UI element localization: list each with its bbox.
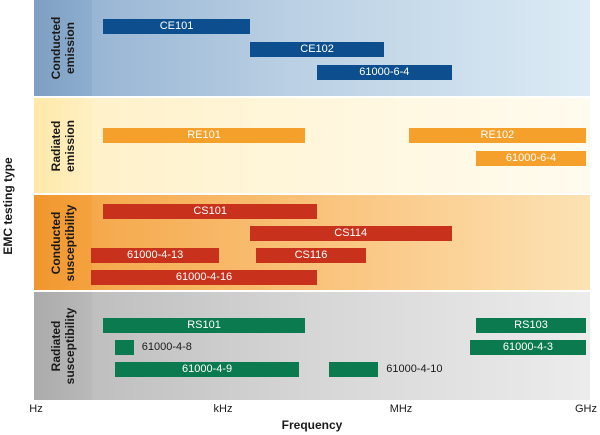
band-label-line1: Radiated <box>49 120 63 171</box>
band-radiated-emission: Radiated emission RE101 RE102 61000-6-4 <box>34 98 590 193</box>
y-axis-title: EMC testing type <box>1 157 15 255</box>
band-label-line1: Conducted <box>49 16 63 80</box>
bar-re101: RE101 <box>103 128 305 143</box>
band-label-line2: emission <box>63 21 77 75</box>
bar-label-61000-4-10: 61000-4-10 <box>386 363 443 375</box>
band-label-box <box>34 195 92 290</box>
band-label-line2: emission <box>63 119 77 172</box>
bar-rs101: RS101 <box>103 318 305 333</box>
band-conducted-susceptibility: Conducted susceptibility CS101 CS114 61000… <box>34 195 590 290</box>
bar-cs101: CS101 <box>103 204 318 219</box>
band-label: Radiated emission <box>49 119 77 171</box>
x-axis-title: Frequency <box>281 418 343 432</box>
band-label: Conducted susceptibility <box>49 204 77 281</box>
x-tick-hz: Hz <box>29 403 43 415</box>
band-label: Radiated susceptibility <box>49 308 77 385</box>
x-tick-ghz: GHz <box>575 403 597 415</box>
band-conducted-emission: Conducted emission CE101 CE102 61000-6-4 <box>34 0 590 96</box>
band-label-box <box>34 0 92 96</box>
band-label-line2: susceptibility <box>63 204 77 281</box>
band-label-box <box>34 292 92 400</box>
bar-61000-4-8 <box>115 340 134 355</box>
bar-label-61000-4-8: 61000-4-8 <box>141 341 192 353</box>
band-label-line2: susceptibility <box>63 307 77 385</box>
band-radiated-susceptibility: Radiated susceptibility RS101 RS103 61000-… <box>34 292 590 400</box>
band-label-line1: Radiated <box>49 320 63 372</box>
bar-61000-4-3: 61000-4-3 <box>469 340 586 355</box>
band-label-line1: Conducted <box>49 211 63 274</box>
bar-61000-4-9: 61000-4-9 <box>115 362 299 377</box>
bar-61000-4-10 <box>329 362 379 377</box>
x-tick-khz: kHz <box>213 403 233 415</box>
bar-re102: RE102 <box>408 128 586 143</box>
bar-61000-4-13: 61000-4-13 <box>91 248 220 263</box>
bar-ce101: CE101 <box>103 19 250 34</box>
bar-61000-6-4: 61000-6-4 <box>476 151 586 166</box>
bar-ce102: CE102 <box>249 42 385 57</box>
x-tick-mhz: MHz <box>389 403 413 415</box>
band-label: Conducted emission <box>49 17 77 80</box>
bar-cs116: CS116 <box>256 248 366 263</box>
bar-rs103: RS103 <box>476 318 586 333</box>
bar-61000-6-4: 61000-6-4 <box>317 65 452 80</box>
bar-cs114: CS114 <box>249 226 452 241</box>
bar-61000-4-16: 61000-4-16 <box>91 270 318 285</box>
band-label-box <box>34 98 92 193</box>
